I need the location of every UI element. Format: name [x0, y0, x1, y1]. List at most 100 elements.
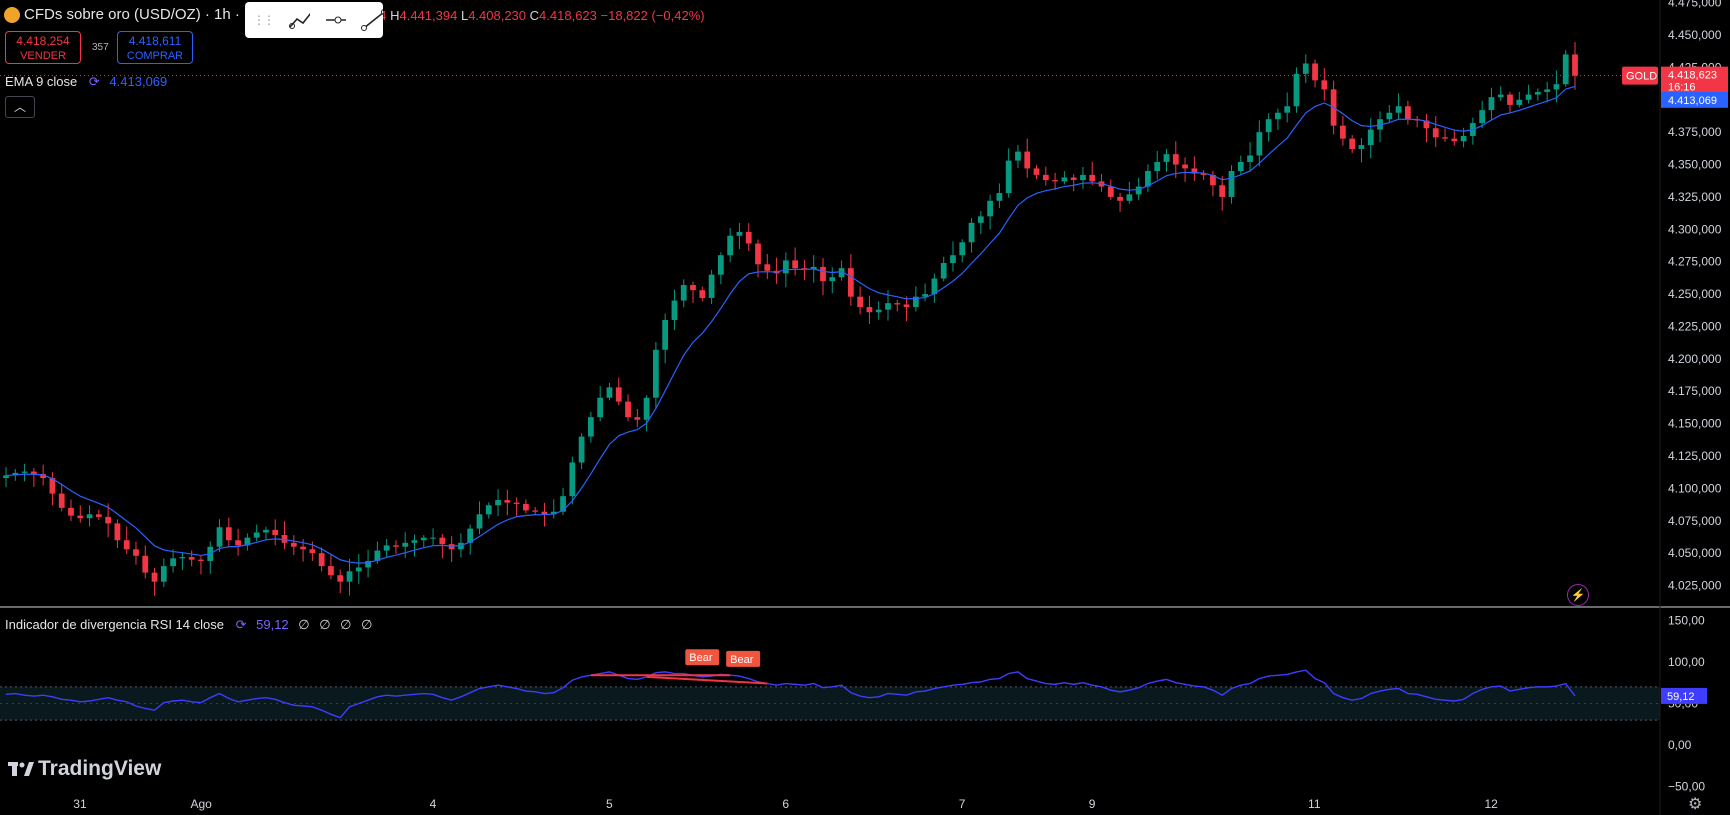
price-axis-tick: 4.275,000: [1668, 255, 1722, 269]
candle-body: [1191, 168, 1198, 174]
rsi-refresh-icon[interactable]: ⟳: [235, 617, 247, 632]
candle-body: [866, 307, 873, 313]
candle-body: [1507, 94, 1513, 105]
sell-label: VENDER: [20, 50, 66, 62]
time-axis-tick: Ago: [190, 797, 212, 811]
time-axis-tick: 9: [1089, 797, 1096, 811]
candle-body: [838, 268, 845, 278]
candle-body: [402, 542, 409, 547]
candle-body: [1544, 89, 1551, 92]
candle-body: [1070, 177, 1077, 181]
candle-body: [912, 296, 919, 308]
candle-body: [1553, 84, 1560, 90]
price-axis-tick: 4.450,000: [1668, 28, 1722, 42]
bear-label-box: [726, 650, 761, 667]
candle-body: [588, 417, 594, 437]
refresh-icon[interactable]: ⟳: [88, 74, 100, 89]
candle-body: [1405, 106, 1411, 120]
price-axis-tick: 4.200,000: [1668, 352, 1722, 366]
candle-body: [355, 567, 362, 572]
candle-body: [21, 471, 28, 473]
candle-body: [1107, 186, 1114, 197]
candle-body: [987, 200, 993, 217]
candle-body: [1219, 185, 1226, 197]
candle-body: [625, 401, 631, 418]
candle-body: [142, 555, 149, 573]
candle-body: [513, 502, 520, 504]
candle-body: [810, 266, 817, 270]
candle-body: [1089, 174, 1096, 182]
drag-handle-icon[interactable]: ⋮⋮: [253, 13, 275, 27]
candle-body: [1210, 174, 1216, 186]
drawing-toolbar[interactable]: ⋮⋮: [245, 2, 384, 38]
candle-body: [485, 505, 492, 515]
candle-body: [1145, 171, 1151, 187]
sell-price: 4.418,254: [16, 34, 70, 48]
candle-body: [736, 231, 743, 236]
candle-body: [3, 475, 9, 479]
rsi-axis-tick: 150,00: [1668, 613, 1705, 627]
buy-button[interactable]: 4.418,611 COMPRAR: [117, 31, 193, 64]
price-axis-tick: 4.475,000: [1668, 0, 1722, 10]
candle-body: [940, 262, 947, 279]
candle-body: [235, 540, 241, 546]
candle-body: [606, 387, 613, 398]
candle-body: [105, 516, 112, 524]
symbol-title: CFDs sobre oro (USD/OZ) · 1h ·: [24, 6, 240, 23]
sell-button[interactable]: 4.418,254 VENDER: [5, 31, 81, 64]
candle-body: [263, 529, 269, 533]
candle-body: [653, 349, 659, 398]
trend-line-tool-icon[interactable]: [360, 9, 384, 31]
candle-body: [541, 511, 548, 515]
close-label: C: [529, 8, 540, 23]
candle-body: [996, 193, 1003, 201]
candle-body: [1228, 171, 1235, 197]
rsi-legend[interactable]: Indicador de divergencia RSI 14 close ⟳ …: [5, 617, 375, 633]
candle-body: [430, 537, 436, 539]
change-value: −18,822 (−0,42%): [600, 8, 705, 23]
candle-body: [597, 397, 604, 418]
time-axis-tick: 11: [1308, 797, 1321, 811]
candle-body: [1534, 91, 1541, 95]
tradingview-logo[interactable]: TradingView: [8, 757, 161, 781]
candle-body: [1052, 180, 1058, 182]
collapse-legend-button[interactable]: ︿: [5, 96, 35, 118]
candle-body: [550, 511, 557, 515]
candle-body: [244, 537, 251, 546]
candle-body: [1200, 173, 1207, 175]
time-axis-tick: 12: [1484, 797, 1498, 811]
candle-body: [885, 303, 891, 310]
candle-body: [30, 471, 37, 475]
candle-body: [1367, 129, 1374, 146]
candle-body: [1460, 136, 1467, 142]
settings-gear-icon[interactable]: ⚙: [1688, 796, 1703, 813]
candle-body: [86, 514, 93, 519]
symbol-header[interactable]: CFDs sobre oro (USD/OZ) · 1h ·: [4, 6, 240, 23]
candle-body: [504, 500, 511, 503]
candle-body: [1126, 194, 1133, 201]
spread-value: 357: [92, 42, 109, 53]
brush-tool-icon[interactable]: [287, 9, 310, 31]
candle-body: [1432, 128, 1439, 138]
high-value: 4.441,394: [399, 8, 458, 23]
price-axis-tick: 4.225,000: [1668, 319, 1722, 333]
candle-body: [253, 532, 260, 538]
horizontal-ray-tool-icon[interactable]: [324, 9, 347, 31]
candle-body: [1033, 168, 1040, 175]
candle-body: [662, 319, 669, 350]
candle-body: [1516, 99, 1523, 105]
candle-body: [569, 462, 576, 497]
candle-body: [1135, 186, 1142, 195]
price-axis-tick: 4.150,000: [1668, 417, 1722, 431]
candle-body: [1172, 154, 1179, 165]
candle-body: [792, 260, 799, 269]
ema-legend[interactable]: EMA 9 close ⟳ 4.413,069: [5, 74, 167, 90]
candle-body: [123, 540, 130, 550]
rsi-axis-tick: 0,00: [1668, 738, 1692, 752]
candle-body: [1080, 174, 1086, 181]
ema-price-badge: [1661, 91, 1728, 108]
candle-body: [290, 542, 297, 547]
candle-body: [1479, 110, 1486, 124]
lightning-icon[interactable]: ⚡: [1567, 584, 1589, 606]
